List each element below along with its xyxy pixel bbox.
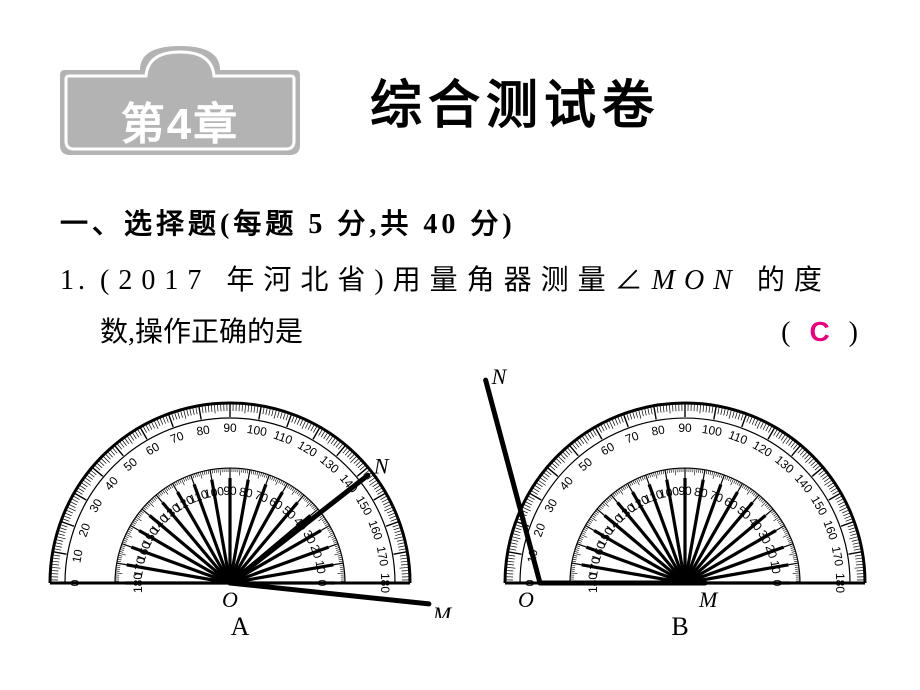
svg-text:100: 100 — [246, 422, 268, 439]
svg-text:160: 160 — [365, 518, 385, 542]
svg-text:130: 130 — [772, 453, 797, 477]
svg-text:70: 70 — [168, 429, 186, 447]
chapter-label: 第4章 — [50, 88, 310, 152]
svg-text:O: O — [518, 587, 534, 612]
svg-text:80: 80 — [195, 423, 211, 439]
svg-text:30: 30 — [87, 496, 106, 515]
svg-text:150: 150 — [808, 494, 830, 519]
svg-text:100: 100 — [701, 422, 723, 439]
svg-text:180: 180 — [131, 573, 145, 593]
answer-bracket: ( C ) — [781, 307, 860, 358]
chapter-badge: 第4章 — [50, 40, 310, 160]
svg-text:80: 80 — [693, 485, 709, 501]
svg-text:M: M — [698, 587, 719, 612]
svg-text:80: 80 — [238, 485, 254, 501]
svg-text:O: O — [222, 587, 238, 612]
svg-text:120: 120 — [295, 438, 320, 460]
section-heading: 一、选择题(每题 5 分,共 40 分) — [60, 200, 860, 250]
svg-text:140: 140 — [792, 471, 816, 496]
svg-text:110: 110 — [272, 428, 295, 448]
svg-text:180: 180 — [378, 573, 392, 593]
svg-text:10: 10 — [69, 548, 85, 564]
svg-text:0: 0 — [770, 580, 784, 587]
svg-text:180: 180 — [833, 573, 847, 593]
svg-text:90: 90 — [223, 484, 237, 498]
page-title: 综合测试卷 — [370, 63, 660, 138]
svg-text:10: 10 — [312, 559, 328, 575]
svg-text:20: 20 — [531, 521, 549, 539]
svg-text:0: 0 — [523, 580, 537, 587]
answer-letter: C — [809, 316, 831, 347]
svg-text:70: 70 — [623, 429, 641, 447]
svg-text:20: 20 — [307, 543, 325, 561]
svg-text:20: 20 — [76, 521, 94, 539]
question-stem-line2: 数,操作正确的是 — [100, 308, 303, 358]
question-number: 1. — [60, 256, 100, 358]
figure-B: 1800170101602015030140401305012060110701… — [460, 368, 900, 642]
svg-text:0: 0 — [315, 580, 329, 587]
svg-text:0: 0 — [68, 580, 82, 587]
svg-text:90: 90 — [678, 421, 692, 435]
figure-A-label: A — [20, 612, 460, 642]
question-stem-line1: (2017 年河北省)用量角器测量∠MON 的度 — [100, 256, 860, 306]
svg-text:120: 120 — [750, 438, 775, 460]
svg-text:170: 170 — [829, 545, 846, 567]
figure-A: 1800170101602015030140401305012060110701… — [20, 368, 460, 642]
svg-text:150: 150 — [353, 494, 375, 519]
svg-text:110: 110 — [727, 428, 750, 448]
svg-text:130: 130 — [317, 453, 342, 477]
svg-text:30: 30 — [542, 496, 561, 515]
svg-text:90: 90 — [678, 484, 692, 498]
svg-text:60: 60 — [143, 440, 162, 459]
svg-text:10: 10 — [767, 559, 783, 575]
svg-text:N: N — [373, 453, 390, 478]
svg-text:60: 60 — [598, 440, 617, 459]
svg-text:80: 80 — [650, 423, 666, 439]
svg-text:N: N — [491, 368, 508, 389]
svg-text:20: 20 — [762, 543, 780, 561]
question-1: 1. (2017 年河北省)用量角器测量∠MON 的度 数,操作正确的是 ( C… — [60, 256, 860, 358]
svg-text:170: 170 — [374, 545, 391, 567]
svg-text:90: 90 — [223, 421, 237, 435]
figure-B-label: B — [460, 612, 900, 642]
svg-text:M: M — [432, 602, 453, 618]
